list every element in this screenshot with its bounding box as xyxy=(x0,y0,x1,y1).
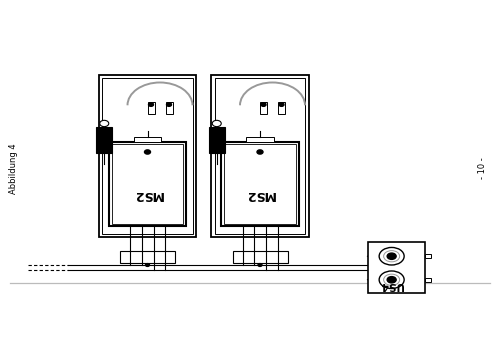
Bar xyxy=(260,102,267,114)
Bar xyxy=(425,254,431,258)
Circle shape xyxy=(384,274,400,285)
Text: US4: US4 xyxy=(380,280,404,290)
Circle shape xyxy=(258,264,262,266)
Bar xyxy=(221,142,299,226)
Bar xyxy=(96,127,112,153)
Bar xyxy=(102,78,193,234)
Bar xyxy=(278,102,285,114)
Bar xyxy=(120,251,175,263)
Circle shape xyxy=(384,251,400,262)
Bar xyxy=(148,102,154,114)
Bar xyxy=(98,75,196,237)
Circle shape xyxy=(387,277,396,283)
Bar xyxy=(108,142,186,226)
Circle shape xyxy=(166,103,172,106)
Bar xyxy=(368,242,425,293)
Text: MS2: MS2 xyxy=(132,188,162,201)
Circle shape xyxy=(144,150,150,154)
Bar xyxy=(211,75,309,237)
Bar xyxy=(209,127,225,153)
Text: MS2: MS2 xyxy=(245,188,275,201)
Circle shape xyxy=(212,120,221,127)
Bar xyxy=(246,137,274,142)
Circle shape xyxy=(100,120,108,127)
Circle shape xyxy=(279,103,284,106)
Circle shape xyxy=(146,264,150,266)
Circle shape xyxy=(379,271,404,289)
Bar xyxy=(215,78,305,234)
Bar xyxy=(425,278,431,282)
Circle shape xyxy=(257,150,263,154)
Bar xyxy=(166,102,172,114)
Circle shape xyxy=(148,103,154,106)
Bar xyxy=(134,137,161,142)
Circle shape xyxy=(387,253,396,259)
Circle shape xyxy=(261,103,266,106)
Bar xyxy=(224,144,296,224)
Text: - 10 -: - 10 - xyxy=(478,158,487,179)
Bar xyxy=(112,144,183,224)
Bar xyxy=(232,251,287,263)
Text: Abbildung 4: Abbildung 4 xyxy=(10,143,18,194)
Circle shape xyxy=(379,247,404,265)
